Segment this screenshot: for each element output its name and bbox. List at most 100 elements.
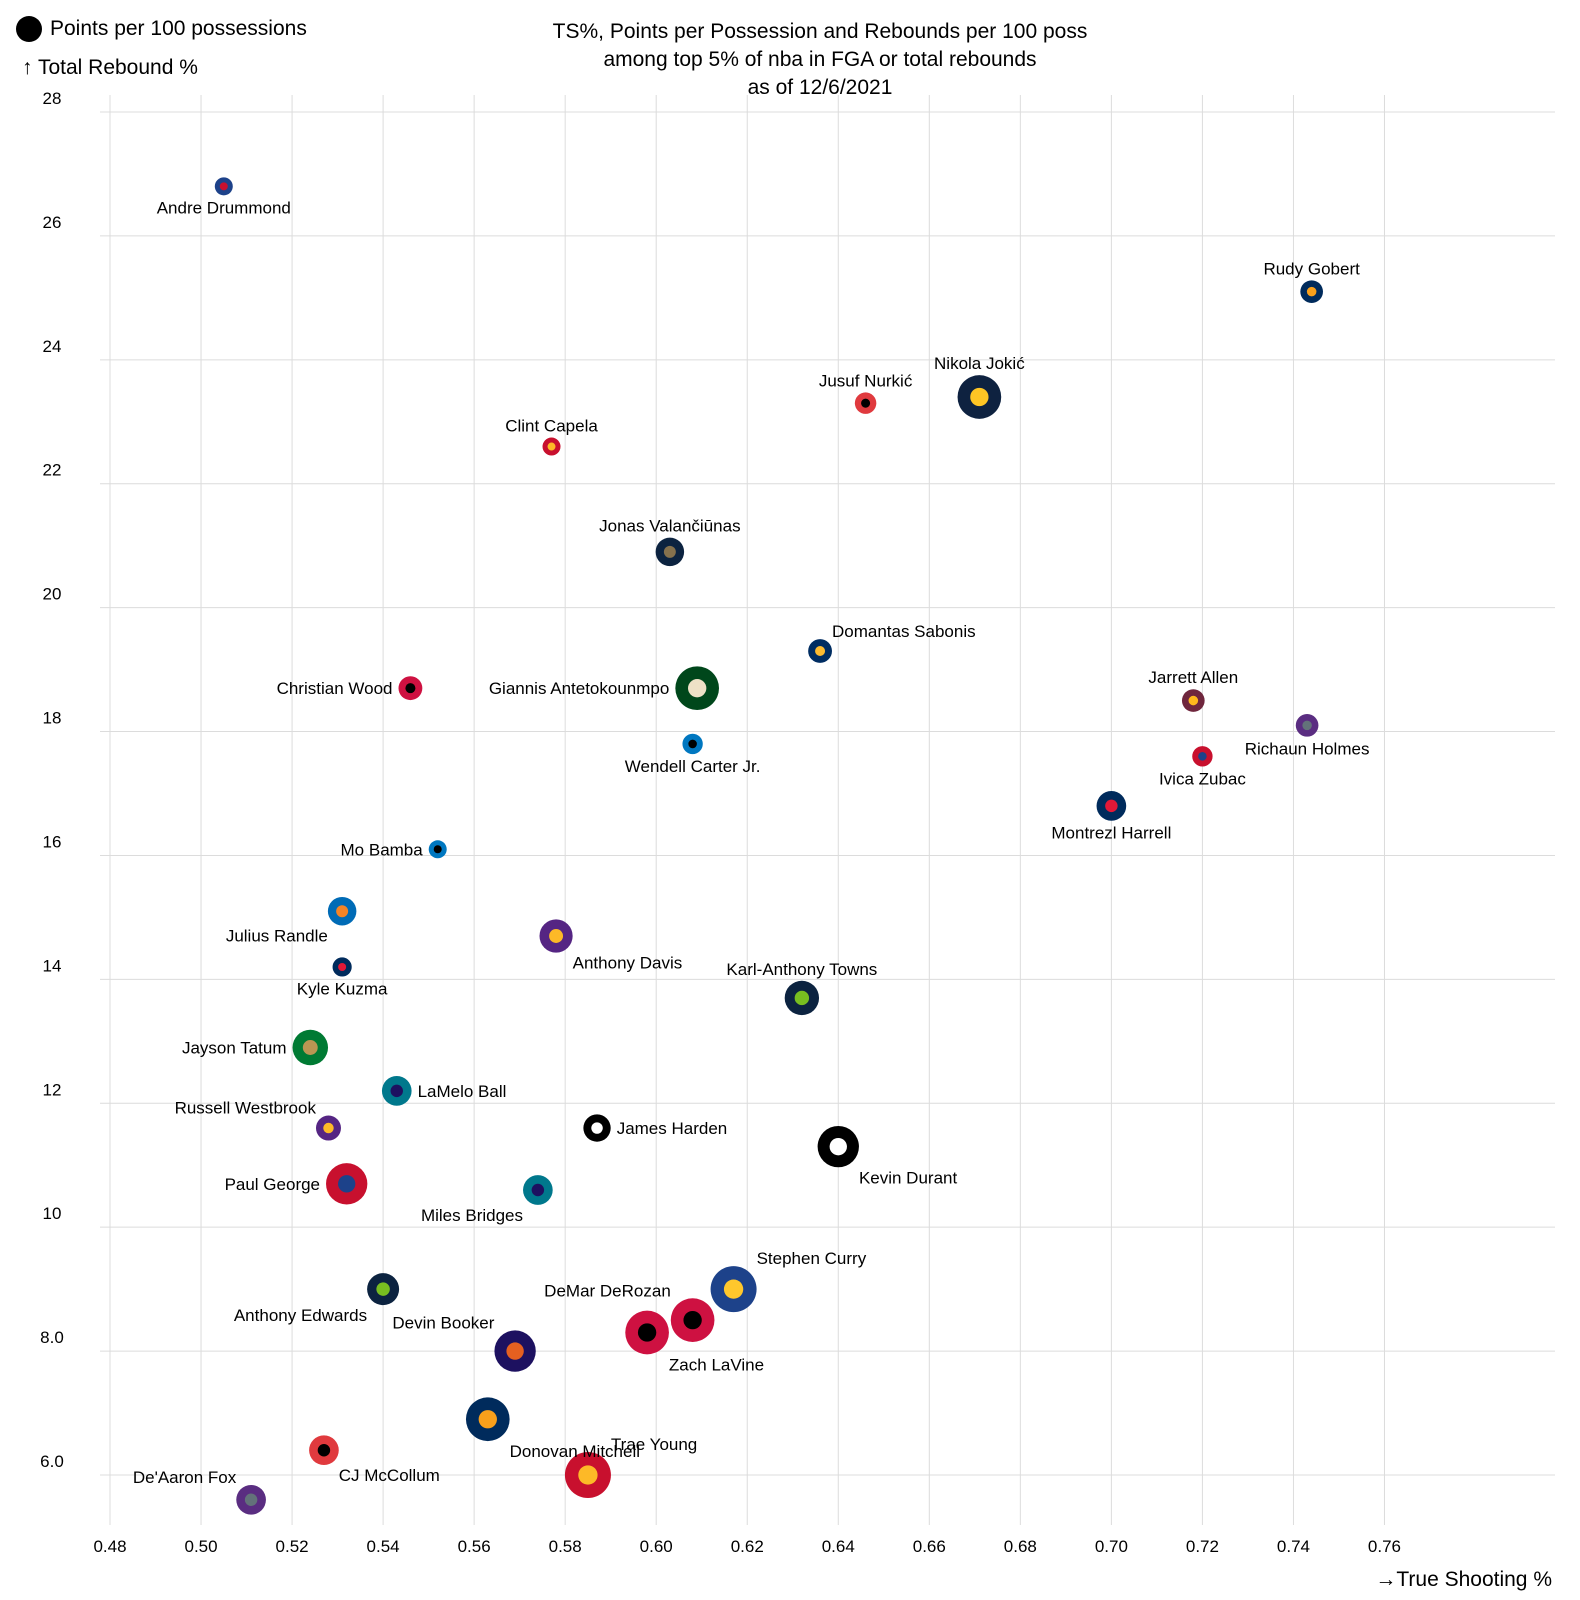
y-tick-label: 14: [43, 956, 62, 975]
player-point: [675, 666, 720, 711]
player-point-inner: [723, 1279, 744, 1299]
player-label: DeMar DeRozan: [544, 1281, 671, 1300]
chart-title-line-3: as of 12/6/2021: [747, 76, 893, 99]
point-labels: Andre Drummond Rudy Gobert Nikola Jokić Jus…: [133, 198, 1370, 1487]
player-label: Rudy Gobert: [1263, 259, 1360, 278]
player-point-inner: [531, 1183, 545, 1197]
player-point-inner: [683, 1310, 702, 1330]
player-label: Devin Booker: [392, 1313, 494, 1332]
player-point: [465, 1397, 510, 1442]
player-point-inner: [244, 1493, 258, 1507]
player-point: [292, 1029, 329, 1066]
player-point: [854, 392, 877, 414]
player-point-inner: [376, 1282, 390, 1296]
x-tick-label: 0.48: [93, 1537, 126, 1556]
player-point-inner: [1188, 695, 1199, 706]
player-label: Jayson Tatum: [182, 1039, 287, 1058]
player-point: [398, 676, 423, 701]
player-point-inner: [688, 739, 697, 749]
player-point: [494, 1330, 536, 1372]
player-point: [236, 1484, 266, 1515]
x-tick-label: 0.56: [458, 1537, 491, 1556]
data-points: [214, 177, 1323, 1515]
x-tick-label: 0.52: [276, 1537, 309, 1556]
x-tick-label: 0.64: [822, 1537, 855, 1556]
player-label: Jarrett Allen: [1148, 668, 1238, 687]
player-point: [1300, 280, 1323, 304]
player-point: [327, 896, 357, 926]
player-point-inner: [323, 1122, 334, 1134]
player-point: [428, 840, 447, 859]
y-axis-label: ↑ Total Rebound %: [22, 56, 198, 79]
player-point-inner: [794, 990, 810, 1006]
player-point-inner: [637, 1323, 657, 1342]
player-point-inner: [663, 545, 676, 558]
player-point-inner: [578, 1465, 598, 1485]
player-point-inner: [219, 182, 228, 191]
player-point: [542, 437, 561, 456]
player-label: Julius Randle: [226, 926, 328, 945]
chart-title-line-2: among top 5% of nba in FGA or total rebo…: [603, 48, 1037, 71]
y-tick-label: 16: [43, 832, 62, 851]
player-label: Wendell Carter Jr.: [625, 757, 761, 776]
player-label: De'Aaron Fox: [133, 1468, 237, 1487]
player-label: Paul George: [225, 1175, 320, 1194]
player-point-inner: [591, 1122, 603, 1134]
player-point: [808, 639, 832, 663]
player-label: Donovan Mitchell: [510, 1442, 640, 1461]
player-point: [583, 1114, 611, 1142]
player-point: [625, 1310, 669, 1355]
x-tick-label: 0.74: [1277, 1537, 1310, 1556]
y-tick-label: 10: [43, 1204, 62, 1223]
player-point: [214, 177, 233, 196]
x-tick-label: 0.58: [549, 1537, 582, 1556]
y-tick-label: 20: [43, 585, 62, 604]
player-point-inner: [688, 679, 707, 698]
player-point-inner: [405, 683, 416, 694]
x-tick-label: 0.68: [1004, 1537, 1037, 1556]
player-point-inner: [390, 1084, 403, 1098]
player-label: Russell Westbrook: [175, 1099, 317, 1118]
player-point-inner: [1198, 752, 1207, 761]
x-tick-label: 0.76: [1368, 1537, 1401, 1556]
player-point-inner: [336, 905, 349, 918]
y-tick-label: 6.0: [40, 1452, 64, 1471]
player-point-inner: [549, 929, 564, 943]
player-label: Jonas Valančiūnas: [599, 517, 740, 536]
player-point-inner: [1306, 286, 1317, 297]
x-tick-label: 0.72: [1186, 1537, 1219, 1556]
player-label: Mo Bamba: [341, 840, 424, 859]
player-label: Jusuf Nurkić: [819, 371, 913, 390]
player-point: [564, 1452, 611, 1498]
player-point-inner: [815, 645, 826, 657]
player-label: Nikola Jokić: [934, 354, 1025, 373]
player-point-inner: [861, 398, 871, 408]
player-point-inner: [1105, 799, 1118, 813]
player-label: Kyle Kuzma: [297, 980, 388, 999]
player-point-inner: [829, 1137, 847, 1156]
player-label: Anthony Davis: [573, 954, 683, 973]
player-point: [670, 1298, 715, 1342]
player-label: Karl-Anthony Towns: [726, 960, 877, 979]
player-point-inner: [338, 1175, 356, 1193]
player-point-inner: [506, 1342, 524, 1360]
player-point: [817, 1125, 859, 1168]
player-label: Clint Capela: [505, 417, 598, 436]
player-point: [539, 919, 573, 953]
player-point: [1181, 689, 1205, 712]
x-tick-label: 0.60: [640, 1537, 673, 1556]
player-point-inner: [317, 1443, 331, 1457]
chart-title-line-1: TS%, Points per Possession and Rebounds …: [552, 20, 1088, 43]
player-label: James Harden: [617, 1119, 728, 1138]
player-point: [523, 1175, 553, 1205]
x-tick-label: 0.70: [1095, 1537, 1128, 1556]
player-point-inner: [970, 387, 989, 407]
player-point-inner: [1302, 720, 1312, 731]
player-point: [710, 1266, 757, 1313]
player-point: [332, 957, 352, 977]
player-label: Kevin Durant: [859, 1168, 958, 1187]
player-label: Richaun Holmes: [1245, 740, 1370, 759]
size-legend: Points per 100 possessions: [16, 16, 307, 42]
player-label: Andre Drummond: [157, 198, 291, 217]
